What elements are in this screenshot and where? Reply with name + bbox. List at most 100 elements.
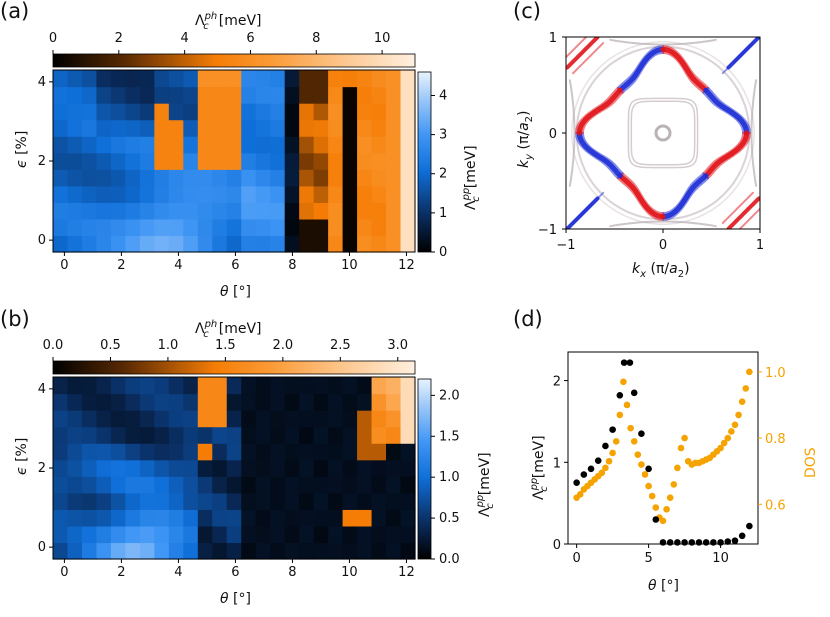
heatmap-cell: [81, 542, 98, 560]
heatmap-cell: [154, 152, 170, 170]
fermi-contour: [733, 37, 760, 63]
axes-a-xlabel: θ [°]: [220, 284, 251, 300]
heatmap-cell: [342, 136, 358, 154]
heatmap-cell: [154, 235, 170, 253]
heatmap-cell: [139, 86, 155, 104]
ph-colorbar-tick: 2: [115, 31, 123, 46]
heatmap-cell: [284, 202, 300, 220]
heatmap-cell: [270, 443, 286, 461]
heatmap-cell: [371, 525, 387, 544]
heatmap-cell: [386, 103, 402, 121]
heatmap-cell: [81, 393, 98, 411]
heatmap-cell: [183, 459, 199, 477]
heatmap-cell: [125, 152, 141, 170]
heatmap-cell: [139, 218, 155, 237]
heatmap-cell: [197, 459, 213, 477]
heatmap-cell: [241, 202, 257, 220]
heatmap-cell: [81, 476, 98, 494]
heatmap-cell: [386, 119, 402, 137]
heatmap-cell: [313, 443, 329, 461]
heatmap-cell: [342, 86, 358, 104]
heatmap-cell: [284, 152, 300, 170]
heatmap-cell: [299, 70, 315, 88]
heatmap-cell: [357, 542, 373, 560]
heatmap-cell: [81, 119, 98, 137]
heatmap-cell: [212, 492, 228, 510]
dos-point: [638, 461, 645, 468]
heatmap-cell: [110, 459, 126, 477]
heatmap-cell: [342, 235, 358, 253]
heatmap-cell: [212, 136, 228, 154]
heatmap-cell: [154, 119, 170, 137]
ph-colorbar-a: Λph c [meV]: [52, 11, 416, 68]
heatmap-cell: [342, 185, 358, 203]
heatmap-cell: [212, 443, 228, 461]
heatmap-cell: [67, 542, 83, 560]
heatmap-cell: [299, 377, 315, 395]
heatmap-cell: [212, 169, 228, 187]
heatmap-cell: [241, 218, 257, 237]
heatmap-cell: [139, 202, 155, 220]
heatmap-cell: [313, 459, 329, 477]
heatmap-cell: [328, 509, 344, 527]
heatmap-cell: [342, 492, 358, 510]
heatmap-cell: [212, 410, 228, 428]
heatmap-cell: [81, 169, 98, 187]
heatmap-cell: [183, 509, 199, 527]
heatmap-cell: [386, 136, 402, 154]
heatmap-cell: [357, 525, 373, 544]
heatmap-cell: [241, 103, 257, 121]
heatmap-cell: [270, 169, 286, 187]
y-tick-label: 4: [38, 382, 46, 397]
heatmap-cell: [328, 410, 344, 428]
dos-point: [746, 368, 753, 376]
pp-colorbar-tick: 1.5: [439, 429, 460, 444]
heatmap-cell: [67, 509, 83, 527]
heatmap-cell: [125, 459, 141, 477]
heatmap-a: [53, 70, 416, 253]
heatmap-cell: [139, 443, 155, 461]
heatmap-cell: [110, 202, 126, 220]
heatmap-cell: [125, 377, 141, 395]
heatmap-cell: [67, 136, 83, 154]
y-tick-label: 1: [553, 456, 561, 471]
heatmap-cell: [67, 218, 83, 237]
pp-point: [652, 516, 660, 523]
pp-point: [681, 539, 688, 546]
pp-point: [645, 465, 652, 473]
heatmap-cell: [255, 152, 271, 170]
heatmap-cell: [386, 377, 402, 395]
heatmap-cell: [110, 393, 126, 411]
pp-point: [738, 532, 746, 540]
heatmap-cell: [67, 152, 83, 170]
heatmap-cell: [168, 202, 184, 220]
heatmap-cell: [226, 542, 242, 560]
heatmap-cell: [67, 103, 83, 121]
heatmap-cell: [400, 393, 416, 411]
heatmap-cell: [53, 103, 69, 121]
heatmap-cell: [125, 235, 141, 253]
heatmap-cell: [226, 525, 242, 544]
heatmap-cell: [299, 525, 315, 544]
heatmap-cell: [139, 492, 155, 510]
heatmap-cell: [328, 202, 344, 220]
heatmap-cell: [96, 542, 112, 560]
heatmap-cell: [342, 218, 358, 237]
heatmap-cell: [212, 509, 228, 527]
dos-point: [645, 482, 652, 490]
heatmap-cell: [357, 152, 373, 170]
heatmap-cell: [313, 103, 329, 121]
heatmap-cell: [110, 169, 126, 187]
pp-point: [688, 539, 696, 546]
heatmap-cell: [386, 542, 402, 560]
heatmap-cell: [270, 393, 286, 411]
heatmap-cell: [241, 476, 257, 494]
heatmap-cell: [270, 103, 286, 121]
heatmap-cell: [284, 218, 300, 237]
dos-point: [627, 424, 634, 432]
heatmap-cell: [241, 426, 257, 444]
heatmap-cell: [284, 185, 300, 203]
heatmap-cell: [53, 525, 69, 544]
heatmap-cell: [168, 235, 184, 253]
pp-point: [731, 537, 739, 545]
